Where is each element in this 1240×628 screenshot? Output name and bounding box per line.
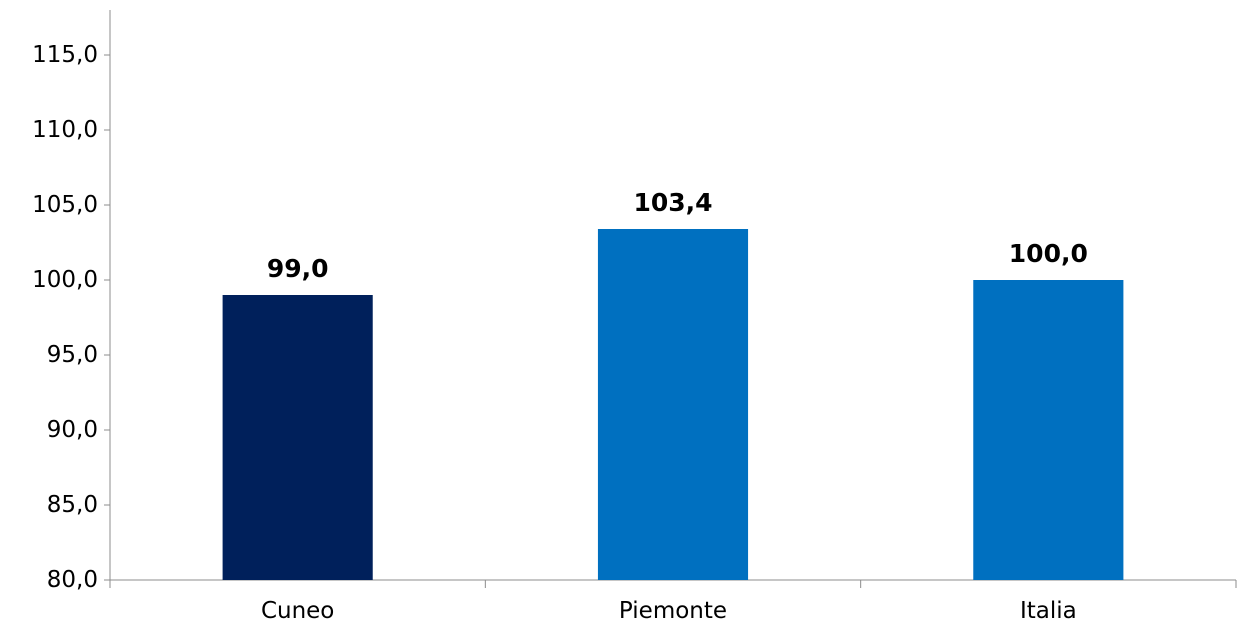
x-category-label: Cuneo xyxy=(261,598,334,624)
y-tick-label: 110,0 xyxy=(32,117,98,143)
bar-cuneo xyxy=(222,295,373,580)
y-tick-label: 80,0 xyxy=(47,567,98,593)
x-axis: Cuneo Piemonte Italia xyxy=(109,579,1237,624)
x-category-label: Piemonte xyxy=(619,598,727,624)
data-labels: 99,0 103,4 100,0 xyxy=(267,188,1088,283)
y-tick-label: 95,0 xyxy=(47,342,98,368)
bar-piemonte xyxy=(597,229,749,580)
y-tick-label: 90,0 xyxy=(47,417,98,443)
y-tick-label: 100,0 xyxy=(32,267,98,293)
data-label: 100,0 xyxy=(1009,239,1088,268)
y-axis: 80,0 85,0 90,0 95,0 100,0 105,0 110,0 115,0 xyxy=(32,10,111,593)
y-tick-label: 115,0 xyxy=(32,42,98,68)
data-label: 103,4 xyxy=(633,188,712,217)
x-category-label: Italia xyxy=(1020,598,1077,624)
data-label: 99,0 xyxy=(267,254,329,283)
y-tick-label: 85,0 xyxy=(47,492,98,518)
y-tick-label: 105,0 xyxy=(32,192,98,218)
bar-italia xyxy=(973,280,1124,580)
bars xyxy=(222,229,1124,580)
